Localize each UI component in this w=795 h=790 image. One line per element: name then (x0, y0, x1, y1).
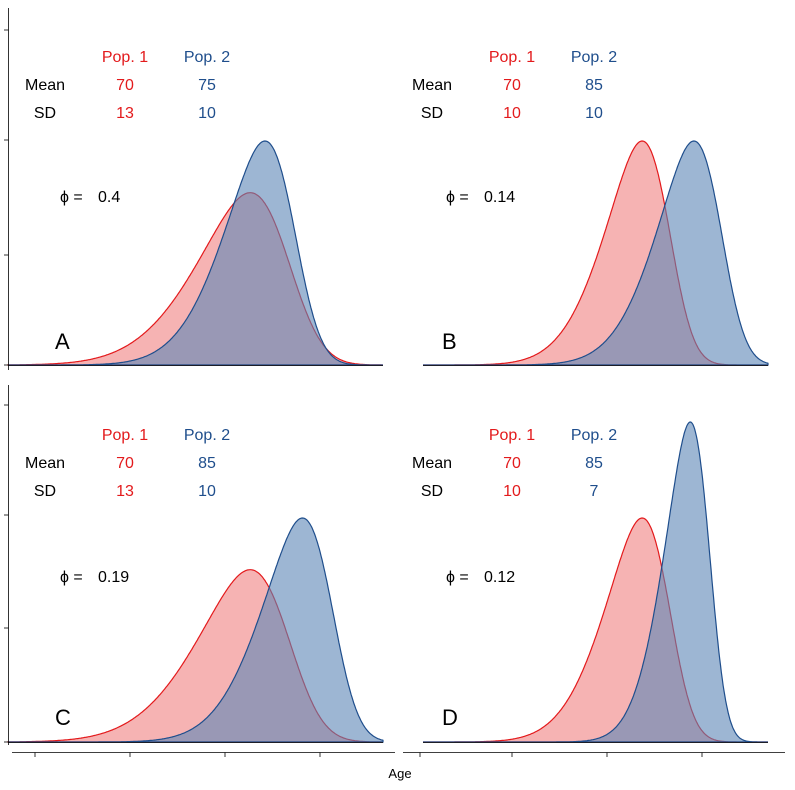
mean-pop2: 85 (198, 455, 216, 472)
legend-pop2: Pop. 2 (184, 427, 230, 444)
mean-pop2: 75 (198, 77, 216, 94)
row-label-sd: SD (421, 105, 443, 122)
panel-d: Pop. 1 Pop. 2 Mean SD 70 85 10 7 ϕ = 0.12 D (412, 421, 768, 743)
legend-pop2: Pop. 2 (571, 49, 617, 66)
density-area-pop2 (423, 140, 769, 366)
mean-pop2: 85 (585, 77, 603, 94)
mean-pop1: 70 (503, 77, 521, 94)
row-label-mean: Mean (25, 455, 65, 472)
sd-pop2: 10 (198, 105, 216, 122)
phi-symbol: ϕ = (446, 569, 469, 586)
axes (4, 8, 785, 757)
legend-pop1: Pop. 1 (489, 49, 535, 66)
sd-pop1: 10 (503, 483, 521, 500)
phi-value: 0.4 (98, 189, 120, 206)
panel-letter: B (442, 329, 457, 354)
legend-pop2: Pop. 2 (184, 49, 230, 66)
panel-letter: A (55, 329, 70, 354)
mean-pop1: 70 (116, 77, 134, 94)
density-area-pop2 (423, 421, 768, 743)
phi-symbol: ϕ = (60, 189, 83, 206)
density-area-pop2 (8, 140, 383, 366)
row-label-mean: Mean (412, 455, 452, 472)
mean-pop2: 85 (585, 455, 603, 472)
sd-pop1: 10 (503, 105, 521, 122)
x-axis-title: Age (388, 766, 411, 781)
row-label-mean: Mean (25, 77, 65, 94)
phi-symbol: ϕ = (60, 569, 83, 586)
panel-c: Pop. 1 Pop. 2 Mean SD 70 85 13 10 ϕ = 0.19 C (7, 427, 384, 743)
legend-pop1: Pop. 1 (489, 427, 535, 444)
sd-pop1: 13 (116, 483, 134, 500)
phi-value: 0.12 (484, 569, 515, 586)
mean-pop1: 70 (116, 455, 134, 472)
legend-pop2: Pop. 2 (571, 427, 617, 444)
phi-value: 0.19 (98, 569, 129, 586)
panel-a: Pop. 1 Pop. 2 Mean SD 70 75 13 10 ϕ = 0.4 A (7, 49, 383, 366)
row-label-sd: SD (421, 483, 443, 500)
legend-pop1: Pop. 1 (102, 49, 148, 66)
phi-symbol: ϕ = (446, 189, 469, 206)
sd-pop2: 7 (590, 483, 599, 500)
row-label-mean: Mean (412, 77, 452, 94)
mean-pop1: 70 (503, 455, 521, 472)
density-area-pop2 (8, 517, 384, 743)
sd-pop1: 13 (116, 105, 134, 122)
row-label-sd: SD (34, 483, 56, 500)
legend-pop1: Pop. 1 (102, 427, 148, 444)
sd-pop2: 10 (585, 105, 603, 122)
panel-b: Pop. 1 Pop. 2 Mean SD 70 85 10 10 ϕ = 0.14 B (412, 49, 769, 366)
phi-value: 0.14 (484, 189, 515, 206)
panel-letter: D (442, 705, 458, 730)
panel-letter: C (55, 705, 71, 730)
row-label-sd: SD (34, 105, 56, 122)
sd-pop2: 10 (198, 483, 216, 500)
